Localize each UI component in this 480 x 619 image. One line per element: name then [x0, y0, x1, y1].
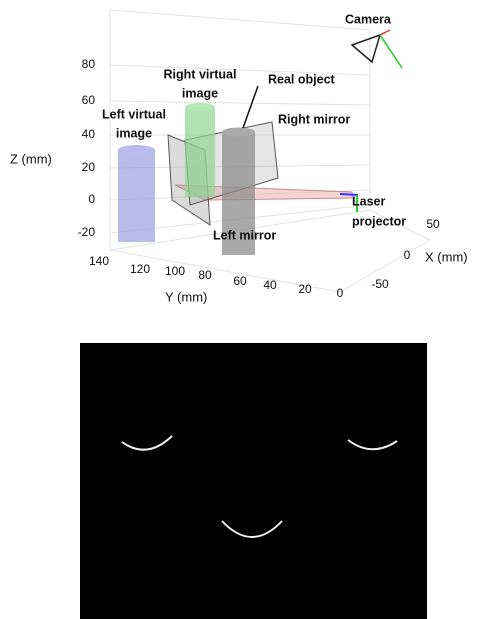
- axis-label: X (mm): [425, 249, 468, 264]
- x-tick-label: 50: [426, 217, 440, 231]
- y-tick-label: 40: [263, 278, 277, 292]
- camera-image: [80, 343, 427, 619]
- figure: Camera Right virtual image Real object R…: [0, 0, 480, 619]
- z-tick-label: 0: [88, 192, 95, 206]
- axis-label: Y (mm): [165, 289, 207, 304]
- axis-label: Z (mm): [10, 151, 52, 166]
- y-tick-label: 60: [233, 274, 247, 288]
- left-virtual-cylinder: [118, 145, 155, 242]
- z-tick-label: 80: [82, 57, 96, 71]
- y-tick-label: 80: [198, 268, 212, 282]
- y-tick-label: 0: [337, 286, 344, 300]
- x-tick-label: -50: [371, 277, 389, 291]
- label: Left mirror: [213, 228, 276, 242]
- z-tick-label: 40: [82, 127, 96, 141]
- label: Camera: [345, 12, 392, 26]
- x-tick-label: 0: [404, 248, 411, 262]
- label: Right mirror: [278, 112, 350, 126]
- z-tick-label: -20: [78, 225, 96, 239]
- right-virtual-cylinder: [185, 103, 215, 197]
- z-tick-label: 60: [82, 93, 96, 107]
- y-tick-label: 20: [298, 282, 312, 296]
- label: image: [116, 126, 152, 140]
- label: Laser: [352, 194, 385, 208]
- y-tick-label: 100: [165, 264, 185, 278]
- y-tick-label: 120: [130, 262, 150, 276]
- label: Left virtual: [102, 107, 166, 121]
- label: image: [182, 86, 218, 100]
- pointer: [243, 86, 258, 128]
- label: Right virtual: [164, 67, 237, 81]
- label: Real object: [268, 72, 336, 86]
- camera-icon: [352, 30, 402, 68]
- page: Camera Right virtual image Real object R…: [0, 0, 480, 619]
- z-tick-label: 20: [82, 160, 96, 174]
- y-tick-label: 140: [89, 254, 109, 268]
- label: projector: [352, 214, 406, 228]
